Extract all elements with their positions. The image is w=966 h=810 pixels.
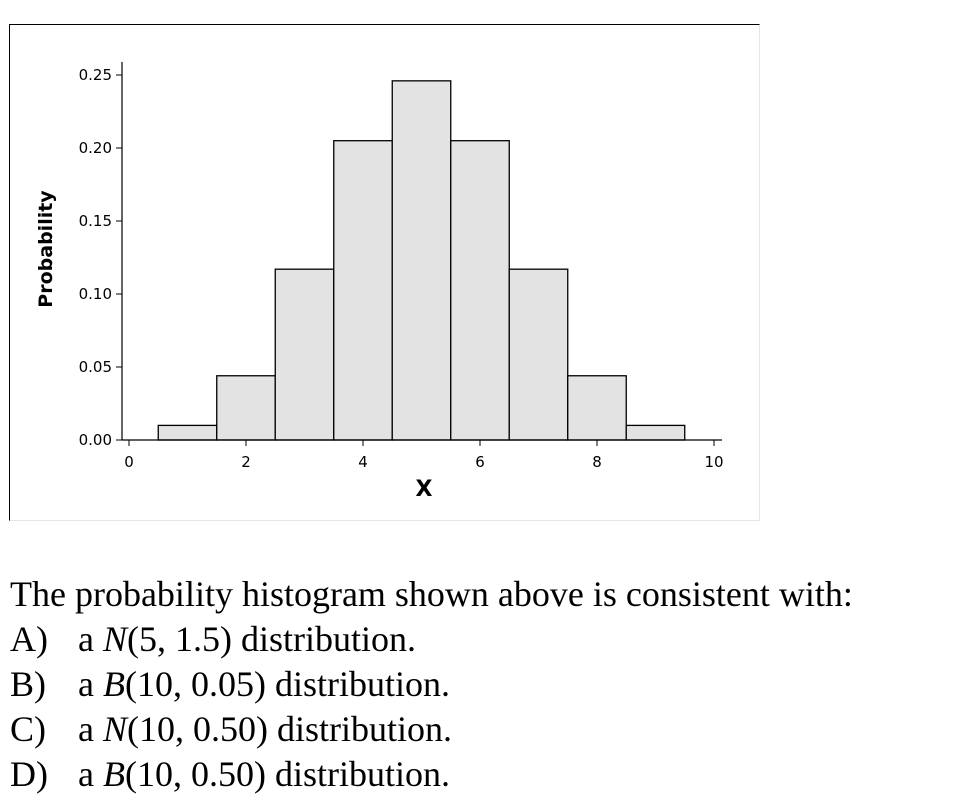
option-b-params: (10, 0.05) (124, 664, 266, 704)
option-c-prefix: a (78, 709, 103, 749)
y-tick-label: 0.10 (79, 285, 112, 303)
y-tick-label: 0.20 (79, 139, 112, 157)
option-a-prefix: a (78, 619, 103, 659)
bar-x-8 (567, 375, 627, 441)
question-block: The probability histogram shown above is… (10, 572, 960, 797)
y-tick-label: 0.15 (79, 212, 112, 230)
x-axis-ticks: 0 2 4 6 8 10 (124, 440, 724, 471)
bar-x-2 (216, 375, 276, 441)
bar-x-1 (157, 424, 218, 441)
bar-x-6 (450, 140, 510, 441)
y-tick-label: 0.25 (79, 66, 112, 84)
histogram-bars (157, 80, 686, 441)
option-b-symbol: B (102, 664, 125, 704)
option-c-symbol: N (102, 709, 127, 749)
option-a[interactable]: A) a N(5, 1.5) distribution. (10, 617, 960, 662)
bar-x-4 (333, 140, 393, 441)
bar-x-3 (274, 268, 335, 441)
x-tick-label: 6 (475, 453, 485, 471)
x-axis-title: X (416, 477, 433, 502)
option-b-prefix: a (78, 664, 103, 704)
option-a-suffix: distribution. (231, 619, 416, 659)
option-c[interactable]: C) a N(10, 0.50) distribution. (10, 707, 960, 752)
x-tick-label: 4 (358, 453, 368, 471)
option-a-letter: A) (10, 619, 48, 659)
y-axis-ticks: 0.00 0.05 0.10 0.15 0.20 0.25 (79, 66, 122, 449)
x-tick-label: 10 (704, 453, 723, 471)
probability-histogram: 0 2 4 6 8 10 0.00 0.05 0.10 0.15 0.20 0.25 X Proba… (35, 62, 724, 502)
option-d[interactable]: D) a B(10, 0.50) distribution. (10, 752, 960, 797)
option-c-letter: C) (10, 709, 46, 749)
option-c-suffix: distribution. (267, 709, 452, 749)
x-tick-label: 8 (592, 453, 602, 471)
option-c-params: (10, 0.50) (127, 709, 268, 749)
option-b[interactable]: B) a B(10, 0.05) distribution. (10, 662, 960, 707)
bar-x-7 (508, 268, 569, 441)
question-prompt: The probability histogram shown above is… (10, 574, 853, 614)
y-tick-label: 0.05 (79, 358, 112, 376)
option-a-params: (5, 1.5) (127, 619, 232, 659)
bar-x-9 (625, 424, 686, 441)
x-tick-label: 2 (241, 453, 251, 471)
option-d-params: (10, 0.50) (124, 754, 266, 794)
option-d-prefix: a (78, 754, 103, 794)
y-tick-label: 0.00 (79, 431, 112, 449)
option-b-letter: B) (10, 664, 46, 704)
chart-axes (121, 62, 722, 441)
option-d-letter: D) (10, 754, 48, 794)
option-b-suffix: distribution. (265, 664, 450, 704)
option-a-symbol: N (102, 619, 127, 659)
option-d-suffix: distribution. (265, 754, 450, 794)
option-d-symbol: B (102, 754, 125, 794)
bar-x-5 (391, 80, 452, 441)
y-axis-title: Probability (35, 190, 57, 308)
x-tick-label: 0 (124, 453, 134, 471)
